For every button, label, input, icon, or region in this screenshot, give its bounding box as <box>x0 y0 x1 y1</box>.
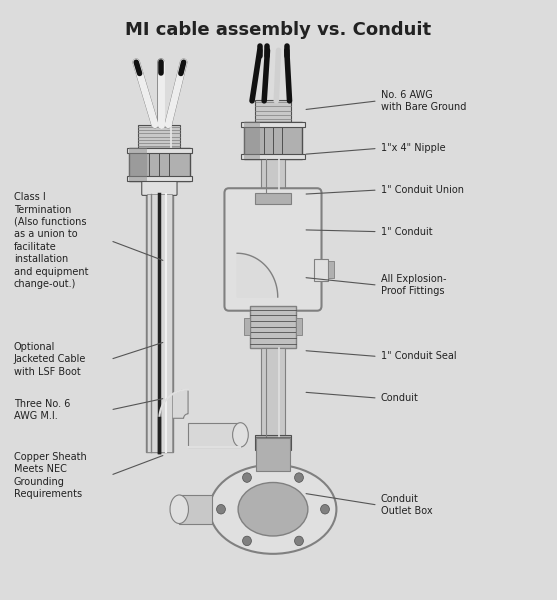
Text: 1" Conduit Seal: 1" Conduit Seal <box>380 352 456 361</box>
Bar <box>179 495 212 524</box>
Text: Three No. 6
AWG M.I.: Three No. 6 AWG M.I. <box>14 399 70 421</box>
Bar <box>245 319 250 335</box>
Circle shape <box>295 536 304 545</box>
Circle shape <box>321 505 329 514</box>
Polygon shape <box>237 253 278 297</box>
Bar <box>145 194 173 452</box>
Bar <box>241 154 305 159</box>
Text: MI cable assembly vs. Conduit: MI cable assembly vs. Conduit <box>125 20 432 38</box>
Bar <box>255 193 291 204</box>
Bar <box>245 122 302 159</box>
Polygon shape <box>159 389 188 418</box>
Text: No. 6 AWG
with Bare Ground: No. 6 AWG with Bare Ground <box>380 89 466 112</box>
Bar <box>139 125 180 148</box>
Bar <box>129 148 190 181</box>
Bar <box>126 176 192 181</box>
Circle shape <box>217 505 226 514</box>
Bar <box>255 100 291 122</box>
Bar <box>147 194 172 452</box>
Bar <box>188 423 241 447</box>
Text: 1"x 4" Nipple: 1"x 4" Nipple <box>380 143 445 154</box>
Text: Conduit
Outlet Box: Conduit Outlet Box <box>380 494 432 516</box>
Bar <box>250 306 296 347</box>
Ellipse shape <box>209 464 336 554</box>
Text: Class I
Termination
(Also functions
as a union to
facilitate
installation
and eq: Class I Termination (Also functions as a… <box>14 192 89 289</box>
Text: 1" Conduit Union: 1" Conduit Union <box>380 185 463 195</box>
Text: All Explosion-
Proof Fittings: All Explosion- Proof Fittings <box>380 274 446 296</box>
Bar <box>314 259 328 281</box>
FancyBboxPatch shape <box>224 188 321 311</box>
Circle shape <box>242 536 251 545</box>
Ellipse shape <box>233 423 248 447</box>
Bar <box>126 148 192 152</box>
Bar <box>241 122 305 127</box>
Bar <box>255 435 291 450</box>
Bar <box>261 159 285 193</box>
Circle shape <box>295 473 304 482</box>
Bar <box>261 347 285 437</box>
Text: Conduit: Conduit <box>380 393 418 403</box>
FancyBboxPatch shape <box>141 180 177 196</box>
Ellipse shape <box>238 482 308 536</box>
Bar <box>328 262 334 278</box>
Circle shape <box>242 473 251 482</box>
Bar <box>256 438 290 470</box>
Text: Copper Sheath
Meets NEC
Grounding
Requirements: Copper Sheath Meets NEC Grounding Requir… <box>14 452 86 499</box>
Bar <box>129 148 147 181</box>
Bar <box>296 319 302 335</box>
Text: 1" Conduit: 1" Conduit <box>380 227 432 236</box>
Bar <box>245 122 260 159</box>
Ellipse shape <box>170 495 188 524</box>
Text: Optional
Jacketed Cable
with LSF Boot: Optional Jacketed Cable with LSF Boot <box>14 342 86 377</box>
